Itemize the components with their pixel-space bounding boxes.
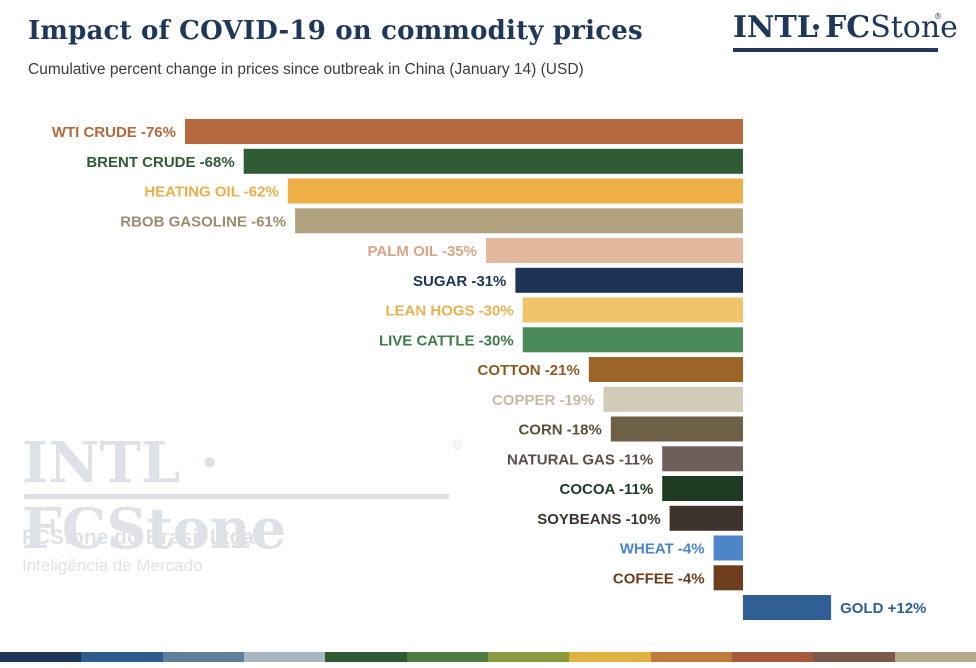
bar-label-cotton: COTTON -21% — [478, 362, 580, 379]
logo-intl-text: INTL — [733, 10, 818, 45]
watermark-logo: INTL · FCStone — [22, 430, 287, 562]
bar-label-cocoa: COCOA -11% — [560, 481, 654, 498]
logo-fc-text: FC — [825, 10, 871, 45]
logo-fcstone-text: FCStone — [825, 10, 958, 45]
bar-label-soybeans: SOYBEANS -10% — [537, 511, 660, 528]
strip-segment — [81, 652, 163, 662]
strip-segment — [406, 652, 488, 662]
bar-lean-hogs — [522, 297, 743, 323]
watermark-company: FCStone do Brasil Ltda. — [22, 526, 261, 549]
bar-label-sugar: SUGAR -31% — [413, 273, 506, 290]
bar-label-rbob-gasoline: RBOB GASOLINE -61% — [120, 213, 286, 230]
strip-segment — [894, 652, 976, 662]
logo-underline — [733, 48, 938, 52]
strip-segment — [813, 652, 895, 662]
bar-cotton — [588, 357, 743, 382]
bar-label-brent-crude: BRENT CRUDE -68% — [86, 154, 234, 171]
strip-segment — [569, 652, 651, 662]
bar-label-coffee: COFFEE -4% — [613, 570, 705, 587]
bar-label-lean-hogs: LEAN HOGS -30% — [385, 303, 513, 320]
bar-corn — [610, 416, 743, 442]
bar-wti-crude — [185, 119, 743, 144]
watermark-registered-mark: ® — [452, 436, 463, 452]
watermark-tagline: Inteligência de Mercado — [22, 556, 203, 575]
bar-label-wheat: WHEAT -4% — [620, 541, 705, 558]
bar-label-gold: GOLD +12% — [840, 600, 926, 617]
logo-registered-mark: ® — [934, 12, 942, 21]
bar-rbob-gasoline — [295, 208, 743, 234]
bar-cocoa — [662, 476, 743, 501]
bar-natural-gas — [662, 446, 743, 472]
bar-gold — [743, 595, 832, 620]
strip-segment — [487, 652, 570, 662]
bar-label-corn: CORN -18% — [518, 422, 601, 439]
bar-label-natural-gas: NATURAL GAS -11% — [507, 451, 653, 468]
bar-copper — [603, 386, 743, 412]
bar-palm-oil — [486, 238, 743, 263]
watermark: INTL · FCStone ® FCStone do Brasil Ltda.… — [22, 430, 462, 600]
bar-label-live-cattle: LIVE CATTLE -30% — [379, 332, 514, 349]
bar-soybeans — [669, 505, 743, 531]
strip-segment — [0, 652, 82, 662]
strip-segment — [731, 652, 814, 662]
intl-fcstone-logo: INTL FCStone ® — [733, 10, 958, 52]
bar-label-copper: COPPER -19% — [492, 392, 595, 409]
bar-label-palm-oil: PALM OIL -35% — [368, 243, 477, 260]
bar-heating-oil — [287, 178, 743, 204]
bottom-color-strip — [0, 652, 976, 662]
strip-segment — [650, 652, 732, 662]
bar-wheat — [713, 535, 743, 561]
strip-segment — [243, 652, 326, 662]
logo-stone-text: Stone — [870, 10, 958, 45]
logo-dot — [813, 24, 819, 30]
chart-title: Impact of COVID-19 on commodity prices — [28, 16, 643, 46]
bar-brent-crude — [243, 148, 743, 174]
watermark-underline — [24, 494, 449, 499]
bar-live-cattle — [522, 327, 743, 353]
bar-coffee — [713, 565, 743, 591]
bar-label-heating-oil: HEATING OIL -62% — [144, 184, 278, 201]
bar-sugar — [515, 267, 743, 293]
strip-segment — [162, 652, 244, 662]
chart-subtitle: Cumulative percent change in prices sinc… — [28, 61, 584, 78]
bar-label-wti-crude: WTI CRUDE -76% — [52, 124, 176, 141]
strip-segment — [325, 652, 407, 662]
